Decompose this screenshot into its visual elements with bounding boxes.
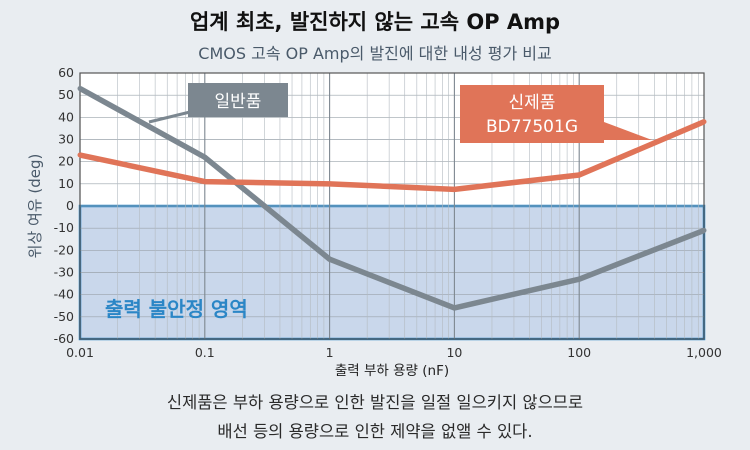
x-tick-label: 0.1 xyxy=(195,345,215,360)
data-point xyxy=(451,186,457,192)
x-tick-label: 1,000 xyxy=(686,345,722,360)
new-callout-box xyxy=(460,85,604,143)
footer-line-1: 신제품은 부하 용량으로 인한 발진을 일절 일으키지 않으므로 xyxy=(166,393,584,412)
y-tick-label: 20 xyxy=(58,154,74,169)
y-tick-label: 40 xyxy=(58,109,74,124)
x-tick-label: 10 xyxy=(446,345,462,360)
y-tick-label: -50 xyxy=(54,309,74,324)
data-point xyxy=(202,179,208,185)
data-point xyxy=(327,256,333,262)
series-line-new xyxy=(79,119,706,193)
page-title: 업계 최초, 발진하지 않는 고속 OP Amp xyxy=(189,10,561,34)
footer-note: 신제품은 부하 용량으로 인한 발진을 일절 일으키지 않으므로 배선 등의 용… xyxy=(0,388,750,446)
general-callout-box xyxy=(188,83,288,117)
y-tick-label: 60 xyxy=(58,65,74,80)
data-point xyxy=(576,276,582,282)
y-tick-label: -20 xyxy=(54,242,74,257)
new-callout-pointer xyxy=(604,122,652,140)
series-line-general xyxy=(78,86,706,311)
y-axis-title: 위상 여유 (deg) xyxy=(26,154,44,259)
general-callout-label: 일반품 xyxy=(215,92,262,112)
x-tick-label: 0.01 xyxy=(66,345,94,360)
y-tick-label: -10 xyxy=(54,220,74,235)
data-point xyxy=(77,152,83,158)
data-point xyxy=(451,305,457,311)
y-tick-label: -40 xyxy=(54,287,74,302)
data-point xyxy=(327,181,333,187)
data-point xyxy=(202,154,208,160)
data-point xyxy=(701,227,707,233)
plot-frame xyxy=(79,72,705,340)
y-tick-label: -60 xyxy=(54,331,74,346)
data-point xyxy=(77,86,83,92)
x-tick-label: 1 xyxy=(326,345,334,360)
footer-line-2: 배선 등의 용량으로 인한 제약을 없앨 수 있다. xyxy=(217,422,533,441)
x-axis-title: 출력 부하 용량 (nF) xyxy=(335,363,449,379)
page-subtitle: CMOS 고속 OP Amp의 발진에 대한 내성 평가 비교 xyxy=(198,44,552,63)
x-tick-label: 100 xyxy=(567,345,591,360)
data-point xyxy=(576,172,582,178)
general-callout-pointer xyxy=(148,110,191,124)
y-tick-label: 10 xyxy=(58,176,74,191)
y-tick-label: 0 xyxy=(66,198,74,213)
new-callout-label: BD77501G xyxy=(486,117,578,137)
y-tick-label: 50 xyxy=(58,87,74,102)
y-tick-label: -30 xyxy=(54,265,74,280)
unstable-region-label: 출력 불안정 영역 xyxy=(105,297,248,321)
new-callout-label: 신제품 xyxy=(509,93,556,113)
y-tick-label: 30 xyxy=(58,132,74,147)
data-point xyxy=(701,119,707,125)
